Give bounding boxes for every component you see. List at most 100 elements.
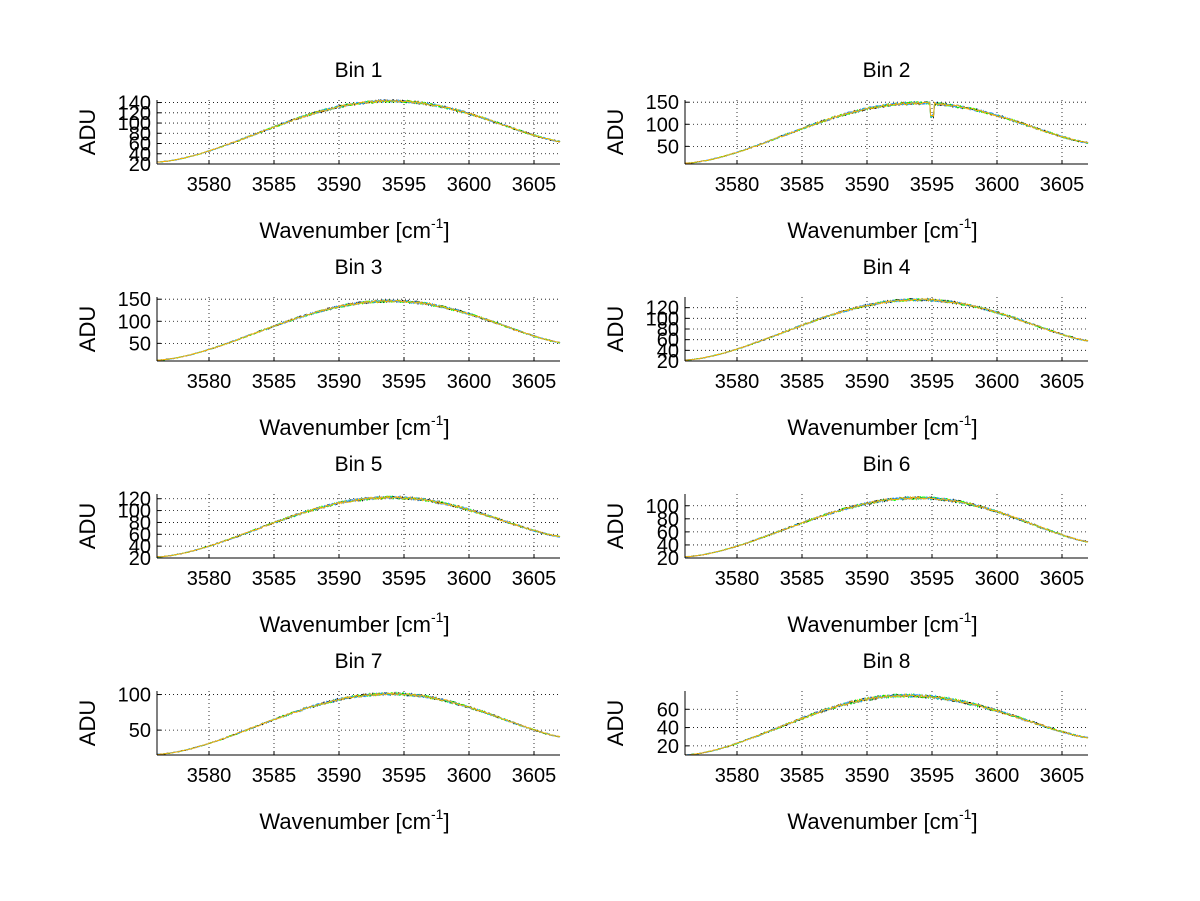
x-axis-label-end: ] [971,218,977,243]
x-axis-label: Wavenumber [cm-1] [259,806,449,834]
x-tick-label: 3590 [317,371,362,393]
x-axis-label: Wavenumber [cm-1] [787,806,977,834]
y-axis-label: ADU [75,109,100,155]
series-line-4 [684,298,1089,361]
x-axis-label-sup: -1 [431,215,444,231]
x-axis-label: Wavenumber [cm-1] [259,609,449,637]
x-tick-label: 3595 [910,568,955,590]
x-axis-label-end: ] [443,809,449,834]
y-axis-label: ADU [603,700,628,746]
plot-title: Bin 1 [335,59,383,82]
x-tick-label: 3580 [715,568,760,590]
x-tick-label: 3580 [715,765,760,787]
x-tick-label: 3580 [715,371,760,393]
plot-title: Bin 3 [335,256,383,279]
y-tick-label: 150 [118,289,151,311]
x-tick-label: 3600 [447,765,492,787]
x-tick-label: 3605 [512,174,557,196]
x-tick-label: 3600 [447,174,492,196]
plot-title: Bin 4 [863,256,911,279]
x-axis-label: Wavenumber [cm-1] [787,609,977,637]
y-tick-label: 40 [129,144,151,166]
x-tick-label: 3600 [975,568,1020,590]
series-line-4 [684,693,1089,756]
y-axis-label: ADU [75,306,100,352]
x-tick-label: 3595 [382,174,427,196]
x-axis-label-sup: -1 [959,806,972,822]
y-tick-label: 60 [129,524,151,546]
series-line-4 [685,496,1088,558]
subplot-bin-7: 3580 3585 3590 3595 3600 3605 50 100 Bin 7 Wavenu… [75,650,561,834]
x-axis-label-sup: -1 [431,412,444,428]
y-tick-label: 20 [657,548,679,570]
y-tick-label: 150 [646,92,679,114]
y-tick-label: 100 [118,113,151,135]
y-tick-label: 20 [657,351,679,373]
x-axis-label-main: Wavenumber [cm [787,218,959,243]
plot-title: Bin 5 [335,453,383,476]
x-axis-label: Wavenumber [cm-1] [787,215,977,243]
x-tick-label: 3600 [447,371,492,393]
x-tick-label: 3580 [187,765,232,787]
x-axis-label-main: Wavenumber [cm [787,612,959,637]
x-tick-label: 3580 [187,371,232,393]
x-axis-label: Wavenumber [cm-1] [259,412,449,440]
x-axis-label-sup: -1 [959,215,972,231]
plot-title: Bin 2 [863,59,911,82]
y-axis-label: ADU [603,306,628,352]
plot-area [157,691,560,755]
series-line-4 [157,299,561,361]
x-tick-label: 3580 [187,568,232,590]
x-tick-label: 3595 [382,568,427,590]
x-tick-label: 3580 [715,174,760,196]
x-tick-label: 3600 [975,765,1020,787]
x-tick-label: 3600 [447,568,492,590]
x-tick-label: 3590 [317,765,362,787]
x-axis-label-end: ] [443,218,449,243]
x-tick-label: 3590 [845,765,890,787]
y-tick-label: 100 [118,501,151,523]
y-tick-label: 60 [657,522,679,544]
x-tick-label: 3600 [975,174,1020,196]
y-tick-label: 80 [657,509,679,531]
x-tick-label: 3585 [252,568,297,590]
x-axis-label: Wavenumber [cm-1] [787,412,977,440]
x-tick-label: 3590 [317,568,362,590]
y-tick-label: 100 [118,685,151,707]
x-axis-label-sup: -1 [959,609,972,625]
y-tick-label: 80 [129,123,151,145]
plot-area [157,297,560,361]
x-tick-label: 3590 [845,568,890,590]
y-tick-label: 40 [657,718,679,740]
y-axis-label: ADU [75,503,100,549]
x-tick-label: 3595 [382,371,427,393]
y-tick-label: 100 [646,308,679,330]
x-axis-label-end: ] [971,809,977,834]
x-tick-label: 3605 [512,568,557,590]
x-tick-label: 3595 [910,765,955,787]
y-tick-label: 60 [129,134,151,156]
x-axis-label-main: Wavenumber [cm [259,415,431,440]
plot-area [685,494,1088,558]
y-tick-label: 100 [118,311,151,333]
plot-area [685,100,1088,164]
y-tick-label: 40 [657,535,679,557]
y-tick-label: 100 [646,496,679,518]
x-tick-label: 3585 [252,765,297,787]
plot-area [685,691,1088,755]
y-tick-label: 40 [129,536,151,558]
subplot-bin-1: 3580 3585 3590 3595 3600 3605 2040608010012014… [75,59,561,243]
x-tick-label: 3585 [780,174,825,196]
y-tick-label: 20 [657,736,679,758]
x-tick-label: 3605 [1040,765,1085,787]
x-tick-label: 3590 [845,174,890,196]
x-tick-label: 3595 [910,371,955,393]
y-tick-label: 140 [118,93,151,115]
